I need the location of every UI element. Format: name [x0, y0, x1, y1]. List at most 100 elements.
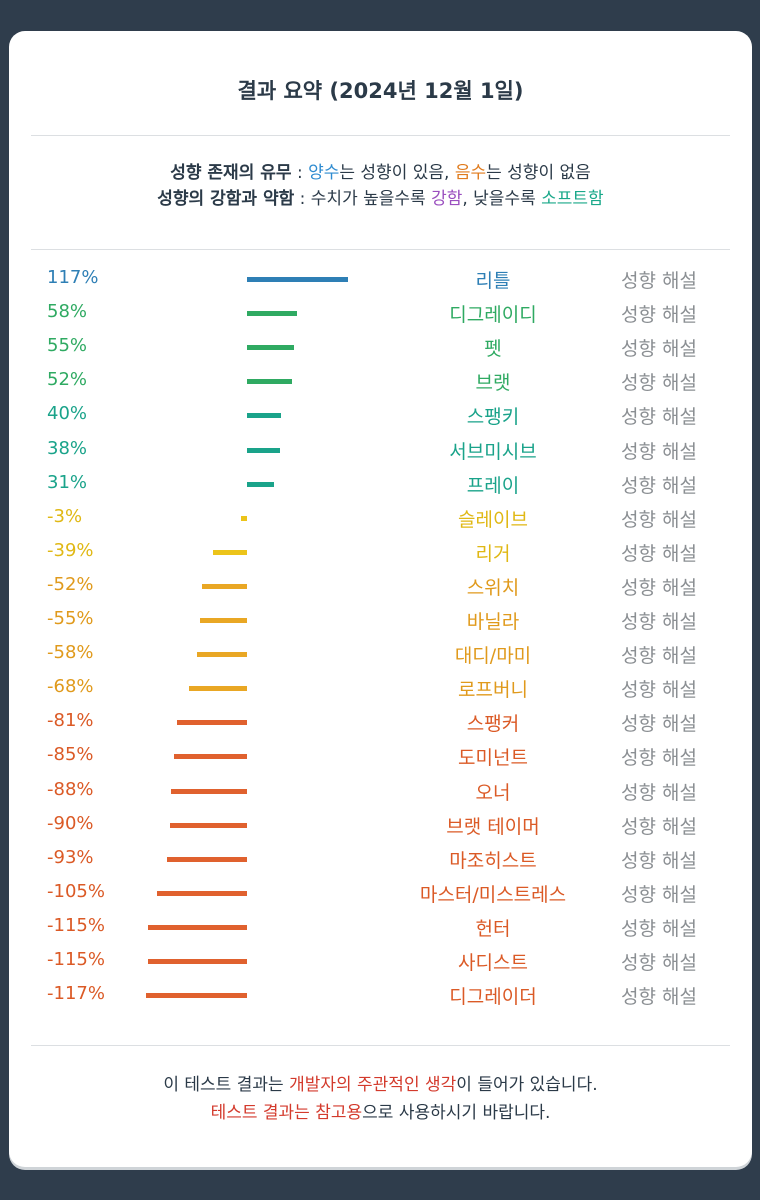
- tendency-name: 스위치: [466, 576, 520, 599]
- value-bar: [247, 311, 297, 317]
- tendency-name: 헌터: [475, 917, 511, 940]
- tendency-name: 리틀: [475, 270, 511, 292]
- tendency-name: 디그레이더: [449, 986, 537, 1009]
- value-bar: [148, 959, 247, 964]
- tendency-name: 스팽커: [466, 713, 520, 736]
- value-label: -93%: [47, 846, 94, 868]
- value-bar: [213, 549, 247, 555]
- legend-soft-word: 소프트함: [541, 189, 604, 209]
- tendency-name: 리거: [475, 542, 511, 565]
- tendency-description-link[interactable]: 성향 해설: [621, 815, 697, 838]
- tendency-name: 브랫 테이머: [446, 815, 540, 838]
- divider-bottom: [31, 1045, 730, 1046]
- tendency-description-link[interactable]: 성향 해설: [621, 713, 697, 736]
- tendency-description-link[interactable]: 성향 해설: [621, 406, 697, 429]
- tendency-description-link[interactable]: 성향 해설: [621, 849, 697, 872]
- value-label: -85%: [47, 744, 94, 766]
- tendency-name: 스팽키: [466, 406, 520, 429]
- value-bar: [156, 890, 247, 896]
- tendency-description-link[interactable]: 성향 해설: [621, 781, 697, 804]
- value-label: -58%: [47, 642, 94, 664]
- value-bar: [247, 447, 280, 453]
- value-label: -88%: [47, 778, 94, 800]
- tendency-name: 도미넌트: [458, 747, 528, 770]
- value-bar: [202, 583, 247, 589]
- tendency-description-link[interactable]: 성향 해설: [621, 508, 697, 531]
- footer-highlight-1: 개발자의 주관적인 생각: [289, 1075, 457, 1095]
- value-bar: [247, 379, 292, 385]
- value-label: 58%: [47, 301, 88, 323]
- value-label: -115%: [47, 914, 105, 936]
- tendency-description-link[interactable]: 성향 해설: [621, 576, 697, 599]
- tendency-description-link[interactable]: 성향 해설: [621, 986, 697, 1009]
- tendency-name: 서브미시브: [449, 440, 537, 463]
- legend-positive-word: 양수: [308, 163, 340, 183]
- tendency-description-link[interactable]: 성향 해설: [621, 304, 697, 327]
- value-label: -68%: [47, 676, 94, 698]
- tendency-name: 오너: [475, 781, 511, 804]
- divider-top: [31, 135, 730, 136]
- value-bar: [247, 413, 282, 419]
- legend-line-presence: 성향 존재의 유무 : 양수는 성향이 있음, 음수는 성향이 없음: [170, 163, 591, 183]
- legend: 성향 존재의 유무 : 양수는 성향이 있음, 음수는 성향이 없음 성향의 강…: [9, 160, 752, 212]
- tendency-description-link[interactable]: 성향 해설: [621, 338, 697, 361]
- value-bar: [247, 481, 274, 487]
- legend-presence-label: 성향 존재의 유무: [170, 163, 292, 183]
- tendency-name: 대디/마미: [454, 645, 532, 668]
- footer-highlight-2: 테스트 결과는 참고용: [210, 1103, 363, 1123]
- tendency-name: 사디스트: [458, 952, 528, 974]
- tendency-name: 바닐라: [466, 611, 520, 633]
- tendency-description-link[interactable]: 성향 해설: [621, 474, 697, 497]
- tendency-description-link[interactable]: 성향 해설: [621, 440, 697, 463]
- tendency-description-link[interactable]: 성향 해설: [621, 611, 697, 633]
- tendency-name: 마조히스트: [449, 849, 537, 872]
- value-label: 55%: [47, 335, 88, 357]
- footer-line-1: 이 테스트 결과는 개발자의 주관적인 생각이 들어가 있습니다.: [163, 1075, 598, 1095]
- value-bar: [171, 788, 247, 794]
- value-bar: [169, 822, 247, 828]
- tendency-name: 마스터/미스트레스: [419, 883, 567, 906]
- footer-note: 이 테스트 결과는 개발자의 주관적인 생각이 들어가 있습니다. 테스트 결과…: [9, 1071, 752, 1127]
- value-label: -39%: [47, 539, 94, 561]
- tendency-description-link[interactable]: 성향 해설: [621, 645, 697, 668]
- value-bar: [199, 618, 247, 623]
- footer-line-2: 테스트 결과는 참고용으로 사용하시기 바랍니다.: [210, 1103, 551, 1123]
- value-bar: [188, 686, 247, 692]
- legend-line-strength: 성향의 강함과 약함 : 수치가 높을수록 강함, 낮을수록 소프트함: [157, 189, 604, 209]
- tendency-name: 펫: [484, 338, 502, 361]
- value-bar: [148, 924, 247, 930]
- tendency-chart: 117% 리틀 성향 해설 58% 디그레이디 성향 해설 55% 펫 성향 해설 52% 브랫 성향…: [9, 31, 752, 1167]
- tendency-name: 슬레이브: [458, 508, 528, 531]
- tendency-name: 디그레이디: [449, 304, 537, 327]
- tendency-description-link[interactable]: 성향 해설: [621, 883, 697, 906]
- value-bar: [177, 720, 247, 726]
- tendency-description-link[interactable]: 성향 해설: [621, 952, 697, 974]
- value-bar: [173, 754, 247, 760]
- value-label: 52%: [47, 369, 88, 391]
- value-label: -81%: [47, 710, 94, 732]
- value-bar: [241, 515, 247, 521]
- value-label: -105%: [47, 880, 105, 902]
- value-label: -115%: [47, 949, 105, 970]
- value-label: -117%: [47, 983, 105, 1005]
- value-bar: [167, 856, 247, 862]
- legend-negative-word: 음수: [454, 163, 487, 183]
- value-bar: [247, 277, 348, 282]
- value-label: 40%: [47, 403, 88, 425]
- value-bar: [197, 652, 247, 658]
- value-label: 31%: [47, 471, 88, 493]
- result-card: 결과 요약 (2024년 12월 1일) 성향 존재의 유무 : 양수는 성향이…: [9, 31, 752, 1167]
- value-label: 117%: [47, 267, 99, 288]
- legend-strong-word: 강함: [431, 189, 463, 209]
- tendency-description-link[interactable]: 성향 해설: [621, 679, 697, 702]
- legend-strength-label: 성향의 강함과 약함: [157, 189, 295, 209]
- tendency-description-link[interactable]: 성향 해설: [621, 372, 697, 395]
- value-label: 38%: [47, 437, 88, 459]
- value-label: -55%: [47, 608, 94, 629]
- tendency-description-link[interactable]: 성향 해설: [621, 917, 697, 940]
- value-label: -3%: [47, 505, 83, 527]
- value-bar: [247, 345, 295, 351]
- tendency-description-link[interactable]: 성향 해설: [621, 747, 697, 770]
- tendency-description-link[interactable]: 성향 해설: [621, 270, 697, 292]
- tendency-description-link[interactable]: 성향 해설: [621, 542, 697, 565]
